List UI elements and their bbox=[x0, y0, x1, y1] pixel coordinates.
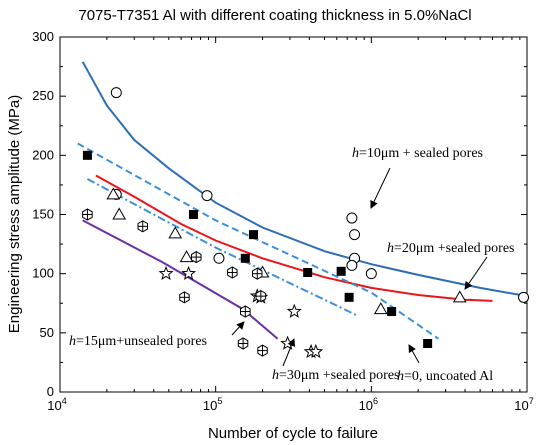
y-tick-label: 50 bbox=[40, 325, 54, 340]
data-point-square bbox=[387, 307, 397, 317]
data-point-triangle bbox=[168, 226, 183, 239]
data-point-hexagon bbox=[137, 220, 148, 233]
data-point-star bbox=[158, 265, 174, 281]
data-point-hexagon bbox=[257, 344, 268, 357]
y-tick-label: 300 bbox=[32, 29, 54, 44]
data-point-square bbox=[240, 253, 250, 263]
data-point-square bbox=[423, 338, 433, 348]
fit-label: h=10μm + sealed pores bbox=[352, 146, 483, 161]
fit-label: h=15μm+unsealed pores bbox=[69, 334, 207, 349]
data-point-triangle bbox=[373, 302, 388, 315]
data-point-circle bbox=[346, 259, 358, 271]
data-point-triangle bbox=[112, 207, 127, 220]
fit-label: h=20μm +sealed pores bbox=[387, 241, 515, 256]
data-point-hexagon bbox=[179, 291, 190, 304]
data-point-hexagon bbox=[237, 337, 249, 350]
data-point-hexagon bbox=[240, 305, 251, 318]
data-point-triangle bbox=[452, 290, 467, 303]
data-point-hexagon bbox=[227, 266, 238, 279]
data-point-circle bbox=[518, 291, 530, 303]
data-point-square bbox=[336, 266, 346, 276]
y-tick-label: 200 bbox=[32, 147, 54, 162]
data-point-circle bbox=[346, 212, 358, 224]
y-tick-label: 150 bbox=[32, 207, 54, 222]
data-point-circle bbox=[349, 229, 361, 241]
fit-curve bbox=[95, 174, 493, 302]
annotation-arrow bbox=[231, 321, 245, 336]
annotation-arrow bbox=[408, 344, 420, 364]
data-point-hexagon bbox=[191, 251, 202, 264]
x-tick-label: 105 bbox=[203, 396, 222, 413]
y-tick-label: 250 bbox=[32, 88, 54, 103]
annotation-arrow bbox=[282, 338, 296, 367]
data-point-star bbox=[286, 303, 302, 318]
fit-curves bbox=[77, 61, 528, 340]
data-markers bbox=[82, 87, 530, 359]
annotation-arrows bbox=[231, 167, 488, 367]
fit-label: h=0, uncoated Al bbox=[397, 369, 493, 384]
axis-ticks: 0 50 100 150 200 250 300 104 105 106 107 bbox=[32, 29, 533, 413]
data-point-circle bbox=[110, 87, 122, 99]
data-point-square bbox=[344, 292, 354, 302]
fit-curve bbox=[82, 219, 279, 340]
data-point-circle bbox=[365, 268, 377, 280]
y-tick-label: 100 bbox=[32, 266, 54, 281]
chart-title: 7075-T7351 Al with different coating thi… bbox=[78, 7, 471, 24]
data-point-hexagon bbox=[255, 290, 267, 303]
data-point-circle bbox=[201, 190, 213, 202]
data-point-triangle bbox=[106, 187, 121, 200]
data-point-star bbox=[181, 265, 197, 280]
data-point-hexagon bbox=[252, 267, 263, 280]
x-tick-label: 106 bbox=[359, 396, 378, 413]
y-axis-label: Engineering stress amplitude (MPa) bbox=[6, 95, 23, 333]
fit-curve bbox=[77, 142, 440, 340]
x-tick-label: 107 bbox=[514, 396, 533, 413]
data-point-square bbox=[248, 230, 258, 240]
fit-label: h=30μm +sealed pores bbox=[272, 368, 400, 383]
data-point-square bbox=[82, 150, 92, 160]
fit-curve bbox=[81, 61, 528, 298]
data-point-circle bbox=[213, 252, 225, 264]
data-point-square bbox=[188, 210, 198, 219]
annotation-arrow bbox=[464, 256, 488, 290]
fit-curve bbox=[86, 178, 357, 316]
data-point-square bbox=[303, 267, 313, 277]
fit-labels: h=10μm + sealed pores h=20μm +sealed pore… bbox=[69, 146, 515, 384]
annotation-arrow bbox=[370, 167, 391, 209]
data-point-triangle bbox=[179, 250, 194, 263]
x-axis-label: Number of cycle to failure bbox=[208, 425, 378, 442]
y-tick-label: 0 bbox=[47, 384, 54, 399]
x-tick-label: 104 bbox=[47, 396, 66, 413]
data-point-star bbox=[308, 343, 324, 359]
data-point-hexagon bbox=[82, 208, 93, 221]
